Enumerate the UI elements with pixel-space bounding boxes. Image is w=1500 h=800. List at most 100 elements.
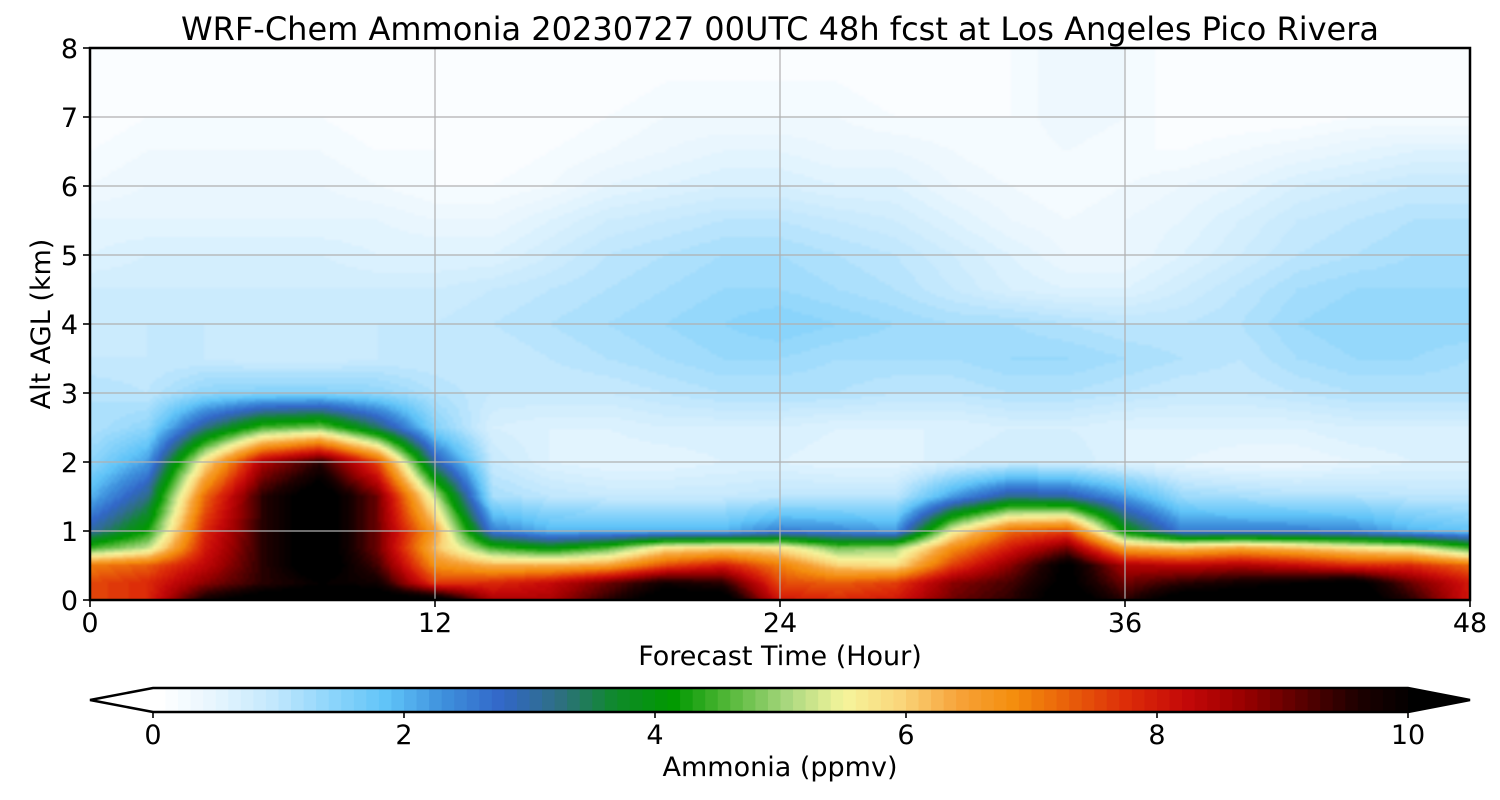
- y-tick-label: 5: [61, 241, 78, 272]
- colorbar-swatch: [1044, 688, 1058, 712]
- colorbar-swatch: [968, 688, 982, 712]
- colorbar-swatch: [1081, 688, 1095, 712]
- colorbar-swatch: [705, 688, 719, 712]
- colorbar-swatch: [441, 688, 455, 712]
- colorbar-swatch: [504, 688, 518, 712]
- colorbar-swatch: [378, 688, 393, 712]
- colorbar: [89, 686, 1471, 714]
- colorbar-swatch: [567, 688, 581, 712]
- colorbar-swatch: [1345, 688, 1359, 712]
- x-tick-label: 12: [418, 608, 452, 639]
- colorbar-swatch: [153, 688, 167, 712]
- colorbar-swatch: [165, 688, 179, 712]
- colorbar-swatch: [1144, 688, 1158, 712]
- x-tick-label: 0: [81, 608, 98, 639]
- colorbar-swatch: [793, 688, 807, 712]
- colorbar-swatch: [1131, 688, 1146, 712]
- colorbar-swatch: [579, 688, 593, 712]
- colorbar-swatch: [1295, 688, 1309, 712]
- colorbar-swatch: [466, 688, 480, 712]
- colorbar-swatch: [516, 688, 531, 712]
- colorbar-swatch: [1332, 688, 1346, 712]
- y-axis-label: Alt AGL (km): [26, 239, 57, 410]
- colorbar-swatch: [1056, 688, 1070, 712]
- colorbar-swatch: [316, 688, 330, 712]
- colorbar-extend-low: [90, 688, 153, 712]
- y-tick-label: 0: [61, 586, 78, 617]
- colorbar-swatch: [228, 688, 242, 712]
- y-tick-label: 1: [61, 517, 78, 548]
- colorbar-swatch: [680, 688, 694, 712]
- colorbar-swatch: [1232, 688, 1246, 712]
- colorbar-swatch: [1169, 688, 1183, 712]
- y-tick-label: 6: [61, 172, 78, 203]
- colorbar-swatch: [1182, 688, 1196, 712]
- colorbar-swatch: [931, 688, 945, 712]
- colorbar-swatch: [805, 688, 819, 712]
- colorbar-swatch: [730, 688, 744, 712]
- colorbar-swatch: [1370, 688, 1384, 712]
- chart-title: WRF-Chem Ammonia 20230727 00UTC 48h fcst…: [181, 10, 1379, 48]
- colorbar-swatch: [353, 688, 367, 712]
- colorbar-swatch: [178, 688, 192, 712]
- colorbar-swatch: [717, 688, 731, 712]
- colorbar-tick-label: 6: [897, 720, 914, 751]
- colorbar-swatch: [780, 688, 794, 712]
- colorbar-ticks: 0 2 4 6 8 10: [144, 712, 1425, 751]
- colorbar-swatch: [253, 688, 267, 712]
- colorbar-swatch: [554, 688, 568, 712]
- colorbar-swatch: [880, 688, 895, 712]
- colorbar-swatch: [1257, 688, 1271, 712]
- colorbar-swatch: [479, 688, 493, 712]
- colorbar-label: Ammonia (ppmv): [663, 752, 898, 783]
- colorbar-swatch: [203, 688, 217, 712]
- colorbar-extend-high: [1408, 688, 1470, 712]
- colorbar-swatch: [1006, 688, 1020, 712]
- colorbar-swatch: [655, 688, 669, 712]
- colorbar-swatch: [240, 688, 254, 712]
- colorbar-swatch: [1031, 688, 1045, 712]
- colorbar-swatch: [629, 688, 644, 712]
- colorbar-swatch: [1219, 688, 1233, 712]
- y-tick-label: 4: [61, 310, 78, 341]
- colorbar-swatch: [956, 688, 970, 712]
- colorbar-swatch: [755, 688, 769, 712]
- colorbar-swatch: [981, 688, 995, 712]
- colorbar-swatch: [617, 688, 631, 712]
- x-tick-label: 36: [1108, 608, 1142, 639]
- colorbar-swatch: [855, 688, 869, 712]
- colorbar-swatch: [1307, 688, 1321, 712]
- colorbar-swatch: [1382, 688, 1397, 712]
- colorbar-swatch: [868, 688, 882, 712]
- colorbar-tick-label: 10: [1391, 720, 1425, 751]
- colorbar-swatch: [1244, 688, 1258, 712]
- colorbar-swatch: [303, 688, 317, 712]
- colorbar-swatch: [278, 688, 292, 712]
- colorbar-swatch: [404, 688, 418, 712]
- colorbar-swatch: [454, 688, 468, 712]
- colorbar-swatch: [830, 688, 844, 712]
- y-tick-label: 7: [61, 103, 78, 134]
- x-tick-label: 48: [1453, 608, 1487, 639]
- colorbar-swatch: [529, 688, 543, 712]
- colorbar-swatch: [1194, 688, 1208, 712]
- colorbar-swatch: [391, 688, 405, 712]
- colorbar-swatch: [1106, 688, 1120, 712]
- colorbar-swatch: [416, 688, 430, 712]
- y-tick-label: 2: [61, 448, 78, 479]
- colorbar-swatch: [742, 688, 756, 712]
- colorbar-swatch: [429, 688, 443, 712]
- colorbar-swatch: [1269, 688, 1284, 712]
- colorbar-swatch: [604, 688, 618, 712]
- colorbar-swatch: [943, 688, 957, 712]
- colorbar-swatch: [818, 688, 832, 712]
- colorbar-swatch: [1069, 688, 1083, 712]
- colorbar-swatch: [1018, 688, 1033, 712]
- colorbar-swatch: [993, 688, 1007, 712]
- colorbar-swatch: [291, 688, 305, 712]
- colorbar-swatch: [366, 688, 380, 712]
- colorbar-swatch: [893, 688, 907, 712]
- colorbar-tick-label: 8: [1148, 720, 1165, 751]
- colorbar-swatch: [1395, 688, 1409, 712]
